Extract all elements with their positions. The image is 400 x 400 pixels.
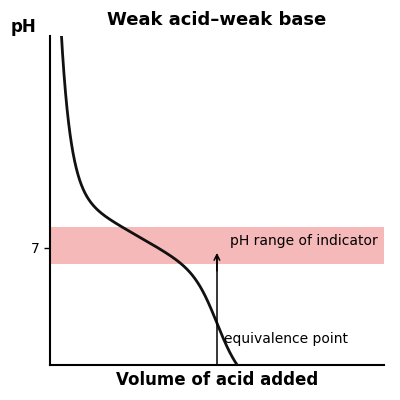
Text: equivalence point: equivalence point xyxy=(224,332,348,346)
Title: Weak acid–weak base: Weak acid–weak base xyxy=(107,11,326,29)
X-axis label: Volume of acid added: Volume of acid added xyxy=(116,371,318,389)
Y-axis label: pH: pH xyxy=(11,18,37,36)
Text: pH range of indicator: pH range of indicator xyxy=(230,234,378,248)
Bar xyxy=(50,227,384,264)
